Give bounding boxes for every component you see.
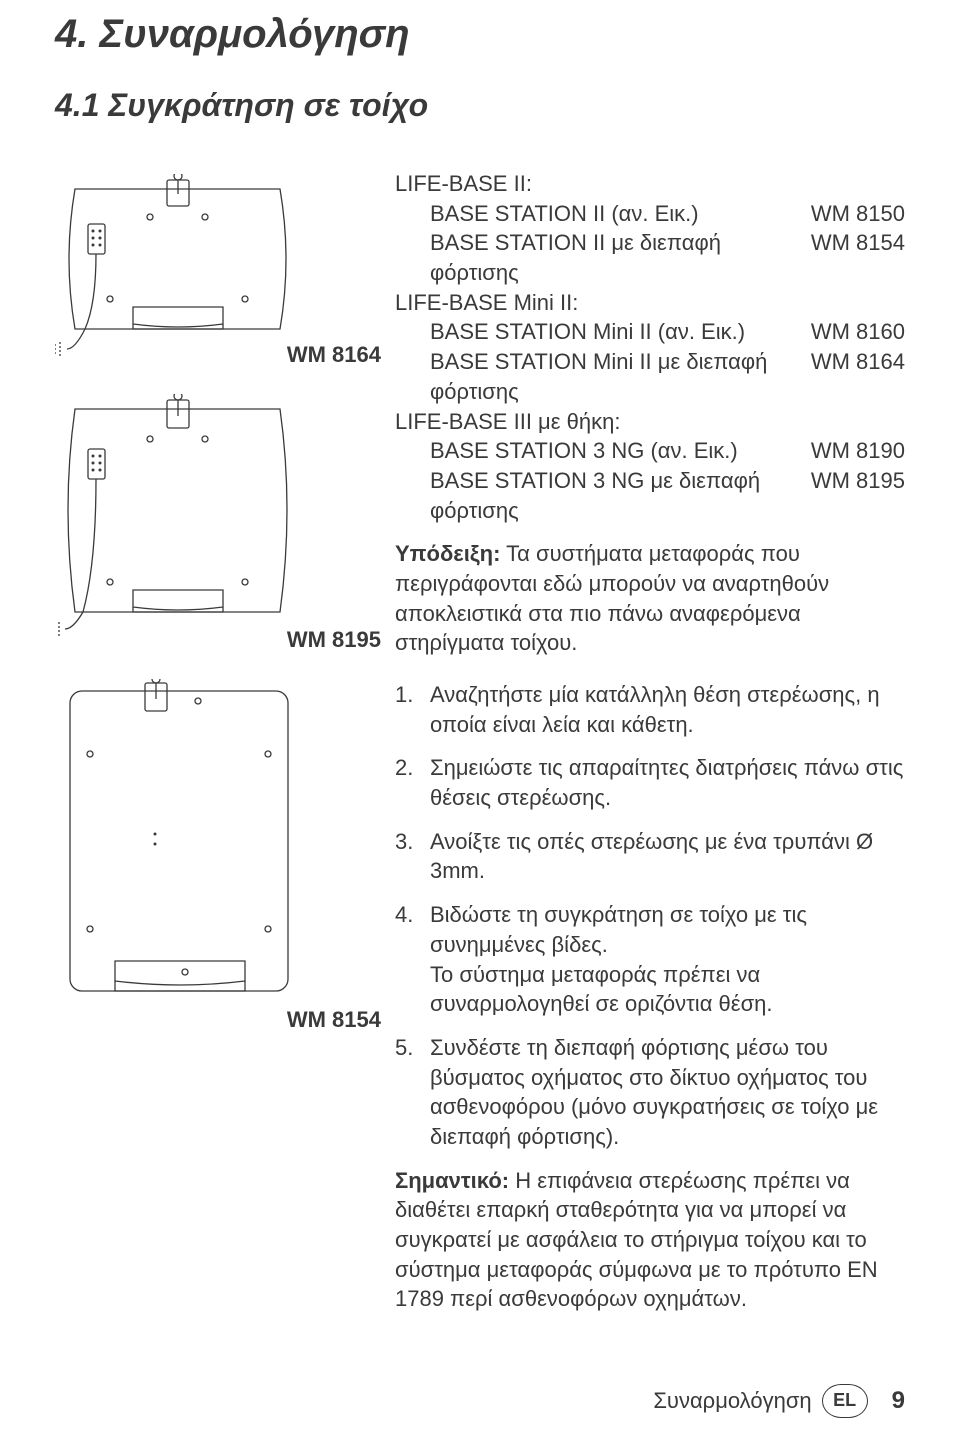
- product-row: BASE STATION Mini II (αν. Εικ.) WM 8160: [395, 317, 905, 347]
- product-group: LIFE-BASE Mini II: BASE STATION Mini II …: [395, 288, 905, 407]
- figure-wm8154: WM 8154: [55, 679, 385, 1044]
- step-number: 2.: [395, 753, 430, 812]
- step-text: Ανοίξτε τις οπές στερέωσης με ένα τρυπάν…: [430, 827, 905, 886]
- step-number: 4.: [395, 900, 430, 1019]
- product-name: BASE STATION 3 NG (αν. Εικ.): [430, 436, 791, 466]
- footer-section-title: Συναρμολόγηση: [653, 1388, 811, 1414]
- figures-column: WM 8164: [55, 169, 395, 1336]
- step-item: 1. Αναζητήστε μία κατάλληλη θέση στερέωσ…: [395, 680, 905, 739]
- step-item: 3. Ανοίξτε τις οπές στερέωσης με ένα τρυ…: [395, 827, 905, 886]
- product-name: BASE STATION 3 NG με διεπαφή φόρτισης: [430, 466, 791, 525]
- product-name: BASE STATION II (αν. Εικ.): [430, 199, 791, 229]
- product-row: BASE STATION 3 NG με διεπαφή φόρτισης WM…: [395, 466, 905, 525]
- product-code: WM 8164: [791, 347, 905, 406]
- product-group-title: LIFE-BASE III με θήκη:: [395, 407, 905, 437]
- step-text: Σημειώστε τις απαραίτητες διατρήσεις πάν…: [430, 753, 905, 812]
- step-text: Βιδώστε τη συγκράτηση σε τοίχο με τις συ…: [430, 900, 905, 1019]
- language-badge: EL: [822, 1384, 868, 1418]
- figure-svg: [55, 679, 385, 1044]
- product-row: BASE STATION Mini II με διεπαφή φόρτισης…: [395, 347, 905, 406]
- product-code: WM 8190: [791, 436, 905, 466]
- figure-wm8164: WM 8164: [55, 174, 385, 379]
- step-item: 5. Συνδέστε τη διεπαφή φόρτισης μέσω του…: [395, 1033, 905, 1152]
- product-group-title: LIFE-BASE II:: [395, 169, 905, 199]
- product-list: LIFE-BASE II: BASE STATION II (αν. Εικ.)…: [395, 169, 905, 525]
- step-number: 5.: [395, 1033, 430, 1152]
- hint-paragraph: Υπόδειξη: Τα συστήματα μεταφοράς που περ…: [395, 539, 905, 658]
- product-code: WM 8160: [791, 317, 905, 347]
- figure-label: WM 8164: [287, 342, 381, 368]
- steps-list: 1. Αναζητήστε μία κατάλληλη θέση στερέωσ…: [395, 680, 905, 1152]
- note-label: Σημαντικό:: [395, 1168, 509, 1193]
- step-number: 1.: [395, 680, 430, 739]
- document-page: 4. Συναρμολόγηση 4.1 Συγκράτηση σε τοίχο: [0, 0, 960, 1448]
- product-code: WM 8154: [791, 228, 905, 287]
- hint-label: Υπόδειξη:: [395, 541, 500, 566]
- text-column: LIFE-BASE II: BASE STATION II (αν. Εικ.)…: [395, 169, 905, 1336]
- product-row: BASE STATION II με διεπαφή φόρτισης WM 8…: [395, 228, 905, 287]
- two-column-layout: WM 8164: [55, 169, 905, 1336]
- step-number: 3.: [395, 827, 430, 886]
- important-note: Σημαντικό: Η επιφάνεια στερέωσης πρέπει …: [395, 1166, 905, 1314]
- product-code: WM 8150: [791, 199, 905, 229]
- step-text: Αναζητήστε μία κατάλληλη θέση στερέωσης,…: [430, 680, 905, 739]
- product-group: LIFE-BASE II: BASE STATION II (αν. Εικ.)…: [395, 169, 905, 288]
- figure-svg: [55, 394, 385, 664]
- page-number: 9: [892, 1387, 905, 1415]
- product-row: BASE STATION II (αν. Εικ.) WM 8150: [395, 199, 905, 229]
- step-item: 2. Σημειώστε τις απαραίτητες διατρήσεις …: [395, 753, 905, 812]
- product-group: LIFE-BASE III με θήκη: BASE STATION 3 NG…: [395, 407, 905, 526]
- product-name: BASE STATION II με διεπαφή φόρτισης: [430, 228, 791, 287]
- product-row: BASE STATION 3 NG (αν. Εικ.) WM 8190: [395, 436, 905, 466]
- product-name: BASE STATION Mini II (αν. Εικ.): [430, 317, 791, 347]
- heading-2: 4.1 Συγκράτηση σε τοίχο: [55, 87, 905, 124]
- product-name: BASE STATION Mini II με διεπαφή φόρτισης: [430, 347, 791, 406]
- step-item: 4. Βιδώστε τη συγκράτηση σε τοίχο με τις…: [395, 900, 905, 1019]
- product-group-title: LIFE-BASE Mini II:: [395, 288, 905, 318]
- figure-label: WM 8154: [287, 1007, 381, 1033]
- heading-1: 4. Συναρμολόγηση: [55, 12, 905, 57]
- page-footer: Συναρμολόγηση EL 9: [653, 1384, 905, 1418]
- figure-wm8195: WM 8195: [55, 394, 385, 664]
- step-text: Συνδέστε τη διεπαφή φόρτισης μέσω του βύ…: [430, 1033, 905, 1152]
- product-code: WM 8195: [791, 466, 905, 525]
- figure-label: WM 8195: [287, 627, 381, 653]
